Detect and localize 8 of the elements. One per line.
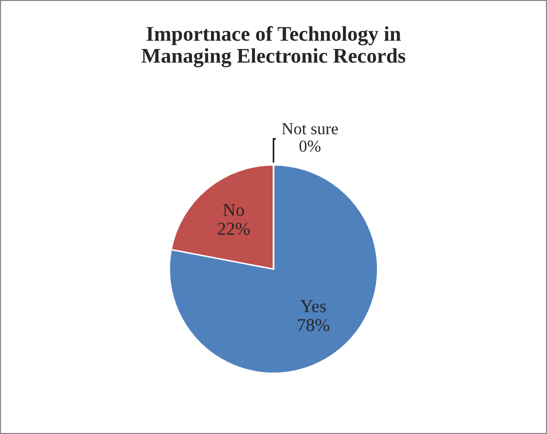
slice-label: Yes: [300, 300, 326, 312]
data-label: 78%: [298, 319, 330, 332]
text: 0%: [299, 140, 320, 152]
pie-slice: [168, 164, 378, 374]
slice-label: No: [223, 204, 244, 216]
category-label: Not sure: [282, 123, 338, 134]
data-label: 22%: [218, 222, 250, 235]
chart-title: Importnace of Technology in Managing Electronic Records: [142, 26, 406, 68]
